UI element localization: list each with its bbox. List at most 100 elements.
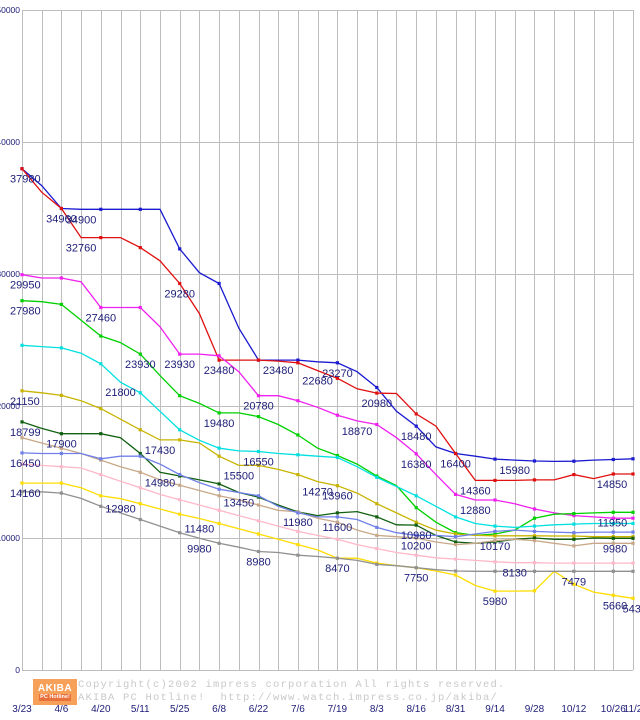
series-red-marker <box>414 412 418 416</box>
series-gray-marker <box>631 569 635 573</box>
data-label: 20780 <box>243 401 274 413</box>
series-tan-marker <box>414 536 418 540</box>
series-magenta-marker <box>414 452 418 456</box>
data-label: 23480 <box>204 365 235 377</box>
series-periwinkle-marker <box>631 530 635 534</box>
series-periwinkle-marker <box>532 529 537 533</box>
series-green-marker <box>59 302 63 306</box>
series-olive-marker <box>572 534 576 538</box>
series-gray-marker <box>296 553 300 557</box>
series-darkgreen-marker <box>217 482 221 486</box>
data-label: 14980 <box>145 477 176 489</box>
series-olive-marker <box>335 484 339 488</box>
series-olive-marker <box>631 535 635 539</box>
series-pink-marker <box>532 561 537 565</box>
series-green-marker <box>335 453 339 458</box>
data-label: 8980 <box>246 557 270 569</box>
series-blue-marker <box>335 361 339 365</box>
series-magenta-marker <box>20 273 24 277</box>
series-blue-marker <box>99 207 103 211</box>
data-label: 27460 <box>86 313 117 325</box>
series-yellow-marker <box>454 573 458 577</box>
x-axis-tick-label: 3/23 <box>12 704 32 715</box>
series-gray-marker <box>99 504 103 508</box>
data-label: 12880 <box>460 505 491 517</box>
data-label: 10200 <box>401 540 432 552</box>
data-label: 5980 <box>483 596 507 608</box>
series-yellow-marker <box>59 481 63 485</box>
series-red-marker <box>217 358 221 362</box>
series-magenta-marker <box>493 498 497 502</box>
series-yellow-marker <box>20 481 24 485</box>
series-yellow-marker <box>217 521 221 526</box>
series-darkgreen-marker <box>99 432 103 436</box>
series-gray-marker <box>454 569 458 573</box>
series-magenta-marker <box>335 413 339 417</box>
series-gray-marker <box>611 569 615 573</box>
series-tan-marker <box>335 520 339 524</box>
series-cyan-marker <box>631 521 635 526</box>
data-label: 23270 <box>322 368 353 380</box>
series-cyan-marker <box>572 522 576 526</box>
series-darkgreen-marker <box>532 536 537 540</box>
series-cyan-line <box>21 344 633 529</box>
series-magenta-marker <box>454 492 458 496</box>
series-blue-marker <box>493 457 497 461</box>
data-label: 16380 <box>401 459 432 471</box>
series-red-marker <box>59 206 63 211</box>
data-label: 14850 <box>597 479 628 491</box>
x-axis-tick-label: 7/6 <box>291 704 305 715</box>
series-periwinkle <box>20 451 635 539</box>
x-axis-tick-label: 8/16 <box>406 704 426 715</box>
series-gray-marker <box>138 517 142 522</box>
series-yellow-line <box>22 482 634 599</box>
series-magenta-marker <box>138 305 142 310</box>
data-label: 14360 <box>460 485 491 497</box>
data-label: 5660 <box>603 600 627 612</box>
series-magenta-marker <box>178 352 182 356</box>
series-tan-marker <box>454 543 458 547</box>
data-label: 7479 <box>562 576 586 588</box>
data-label: 10980 <box>401 530 432 542</box>
series-gray-marker <box>572 569 576 573</box>
series-pink-marker <box>631 561 635 565</box>
copyright-watermark: Copyright(c)2002 impress corporation All… <box>78 679 598 705</box>
series-green-marker <box>611 510 615 514</box>
data-label: 29280 <box>164 289 195 301</box>
series-yellow-marker <box>493 589 497 593</box>
series-cyan-marker <box>611 521 615 526</box>
data-label: 11600 <box>323 522 353 534</box>
series-cyan-marker <box>375 475 379 479</box>
series-magenta-marker <box>375 422 379 427</box>
series-tan-marker <box>20 436 24 440</box>
series-periwinkle-marker <box>414 533 418 537</box>
data-label: 18870 <box>342 426 373 438</box>
series-red-marker <box>138 246 142 250</box>
x-axis-tick-label: 8/3 <box>370 704 384 715</box>
series-darkgreen-marker <box>20 420 24 424</box>
y-axis-tick-label: 20000 <box>0 401 20 411</box>
series-periwinkle-line <box>21 452 633 538</box>
series-layer <box>20 167 635 600</box>
data-label: 11480 <box>185 524 215 536</box>
data-label: 17900 <box>46 439 77 451</box>
series-periwinkle-marker <box>59 451 63 456</box>
series-darkgreen-marker <box>454 540 458 544</box>
data-label: 11950 <box>598 517 628 529</box>
series-red-marker <box>296 361 300 365</box>
series-gray <box>20 490 635 573</box>
series-cyan-marker <box>99 362 103 366</box>
series-tan-marker <box>138 470 142 474</box>
x-axis-tick-label: 8/31 <box>446 704 466 715</box>
x-axis-tick-label: 5/11 <box>131 704 150 715</box>
series-magenta-marker <box>256 394 261 398</box>
series-tan-marker <box>375 533 379 537</box>
series-magenta-marker <box>572 514 576 518</box>
data-point-labels: 37980 34900 23480 23270 18480 16400 15980 34960… <box>10 174 640 616</box>
series-tan-marker <box>217 494 221 498</box>
series-gray-marker <box>375 562 379 566</box>
series-magenta <box>20 273 635 520</box>
series-tan-marker <box>611 541 615 545</box>
series-periwinkle-marker <box>99 457 103 461</box>
series-red-marker <box>532 478 537 482</box>
